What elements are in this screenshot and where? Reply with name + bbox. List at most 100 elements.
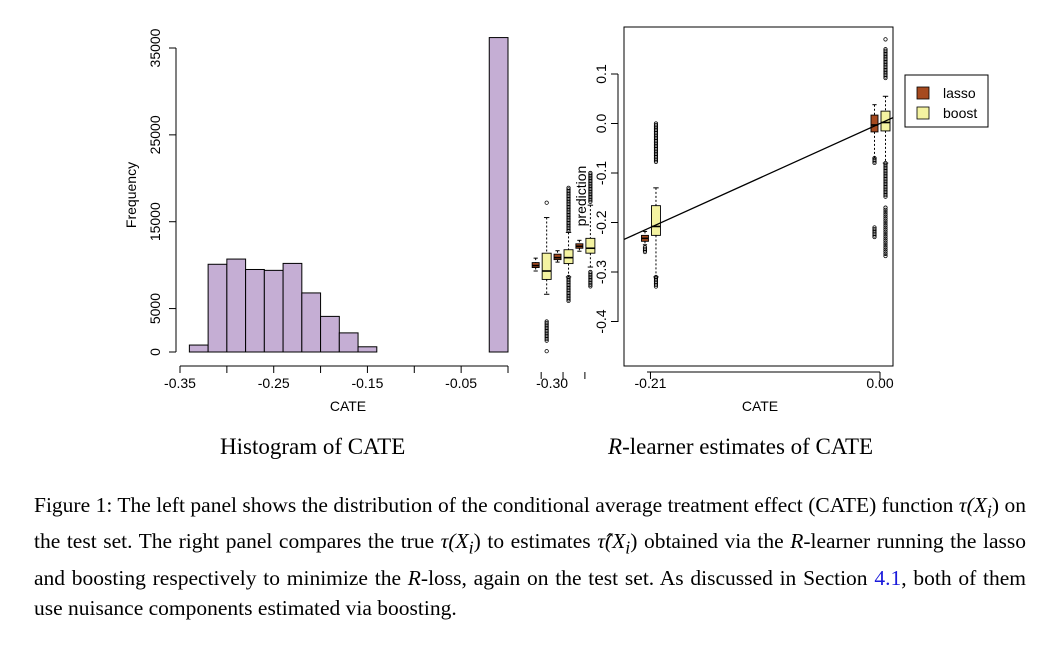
outlier-point (872, 234, 877, 240)
y-tick-label: -0.1 (593, 161, 609, 185)
math-r: R (407, 565, 421, 590)
outlier-point (883, 194, 888, 199)
y-tick-label: 0.1 (593, 64, 609, 84)
y-tick-label: -0.2 (593, 210, 609, 234)
y-tick-labels: 0 5000 15000 25000 35000 (147, 28, 176, 356)
outlier-point (883, 216, 888, 221)
outlier-point (883, 214, 888, 219)
y-axis-label: Frequency (123, 162, 139, 228)
boost-box (585, 237, 596, 254)
outlier-point (653, 158, 659, 163)
outlier-point (883, 75, 888, 81)
y-tick-label: 0.0 (593, 114, 609, 134)
plot-frame (623, 26, 894, 367)
outlier-point (566, 297, 571, 302)
x-tick-label: -0.25 (258, 375, 290, 391)
outlier-point (872, 233, 877, 238)
reference-line (623, 117, 894, 241)
math-close: ) (991, 493, 1000, 517)
outlier-point (883, 225, 888, 230)
legend-boost-swatch (916, 106, 930, 120)
outlier-point (653, 159, 659, 164)
caption-segment: -learner running the lasso and boosting … (34, 529, 1026, 590)
boost-box (541, 252, 552, 280)
outlier-point (883, 234, 888, 239)
outlier-point (883, 212, 888, 217)
histogram-bar (226, 258, 247, 353)
outlier-point (883, 242, 888, 248)
outlier-point (883, 251, 888, 256)
histogram-bar (263, 269, 284, 353)
figure-label: Figure 1: (34, 493, 113, 517)
outlier-point (883, 227, 888, 232)
x-tick-labels: -0.30 -0.21 0.00 (536, 372, 894, 391)
x-tick-label: -0.30 (536, 375, 568, 391)
math-r: R (790, 529, 804, 554)
left-panel-caption: Histogram of CATE (220, 434, 406, 459)
outlier-point (883, 245, 888, 250)
legend: lasso boost (904, 74, 989, 128)
outlier-point (883, 231, 888, 237)
histogram-bar (338, 332, 359, 353)
x-tick-label: -0.35 (164, 375, 196, 391)
outlier-point (883, 249, 888, 254)
y-tick-label: -0.3 (593, 260, 609, 284)
outlier-point (588, 198, 593, 203)
outlier-point (883, 205, 888, 210)
legend-lasso-label: lasso (943, 85, 976, 101)
y-tick-label: 35000 (147, 28, 163, 67)
y-tick-label: 15000 (147, 202, 163, 241)
outlier-point (544, 349, 549, 354)
outlier-point (588, 282, 593, 287)
math-tau-hat: τ̂(X (597, 529, 626, 554)
outlier-point (588, 284, 593, 289)
boost-box (563, 249, 574, 265)
outlier-point (883, 253, 888, 259)
figure-caption: Figure 1: The left panel shows the distr… (34, 490, 1026, 623)
caption-segment: on the test set. The right panel compare… (34, 493, 1026, 554)
outlier-point (883, 236, 888, 241)
caption-text: -learner estimates of CATE (622, 434, 874, 459)
outlier-point (544, 338, 549, 343)
outlier-point (653, 284, 659, 289)
histogram-bar (207, 263, 228, 353)
outlier-point (883, 247, 888, 252)
x-tick-label: -0.05 (445, 375, 477, 391)
y-axis-label: prediction (573, 166, 589, 227)
x-axis-label: CATE (742, 398, 778, 414)
histogram-bar (488, 37, 509, 353)
outlier-point (544, 336, 549, 342)
math-close: ) (473, 529, 481, 554)
histogram-bar (282, 262, 303, 353)
y-tick-label: 0 (147, 348, 163, 356)
outlier-point (883, 240, 888, 245)
histogram-bar (357, 346, 378, 353)
caption-segment: -loss, again on the test set. As discuss… (420, 565, 875, 590)
section-reference-link[interactable]: 4.1 (874, 565, 902, 590)
histogram-bar (245, 268, 265, 353)
histogram-chart: 0 5000 15000 25000 35000 -0.35 -0.25 -0.15 -0.0… (123, 28, 509, 414)
math-close: ) (630, 529, 638, 554)
y-tick-labels: -0.4 -0.3 -0.2 -0.1 0.0 0.1 (593, 64, 618, 334)
math-sub: i (468, 537, 474, 558)
caption-segment: to estimates (480, 529, 598, 554)
caption-r-symbol: R (608, 434, 623, 459)
lasso-box (870, 114, 879, 133)
outlier-point (883, 193, 888, 198)
outlier-point (653, 282, 659, 288)
math-sub: i (625, 537, 631, 558)
histogram-bar (320, 315, 340, 353)
histogram-bars (188, 37, 509, 353)
x-tick-labels: -0.35 -0.25 -0.15 -0.05 (164, 366, 509, 391)
boost-box (651, 205, 661, 236)
x-tick-label: 0.00 (866, 375, 893, 391)
x-tick-label: -0.15 (351, 375, 383, 391)
histogram-bar (301, 292, 322, 353)
math-tau: τ(X (958, 493, 987, 517)
caption-segment: The left panel shows the distribution of… (112, 493, 959, 517)
legend-lasso-swatch (916, 86, 930, 100)
histogram-bar (188, 344, 209, 353)
outlier-point (588, 199, 593, 204)
figure-graphics: 0 5000 15000 25000 35000 -0.35 -0.25 -0.15 -0.0… (123, 26, 989, 414)
box-groups (531, 95, 891, 295)
